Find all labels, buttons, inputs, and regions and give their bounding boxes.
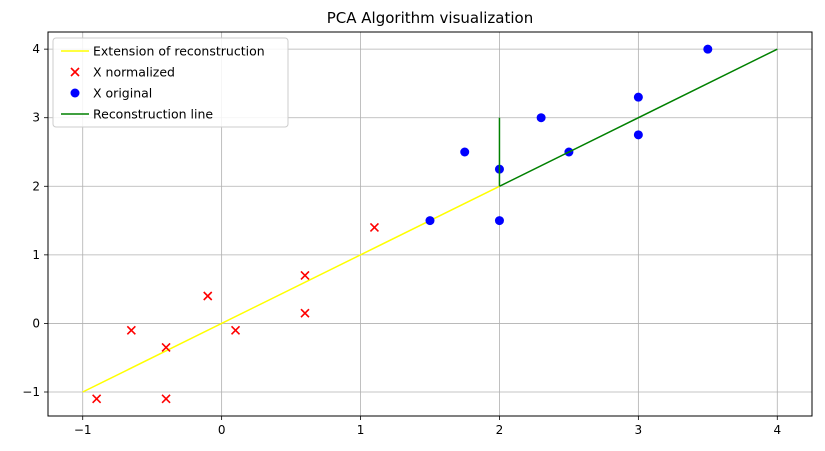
legend-item: Reconstruction line xyxy=(61,107,213,122)
original-point xyxy=(633,130,643,140)
normalized-point xyxy=(230,325,241,335)
x-tick-label: 4 xyxy=(773,423,781,437)
legend-dot-swatch xyxy=(70,88,80,98)
legend-label: X original xyxy=(93,86,152,101)
x-marker-stroke xyxy=(300,270,310,280)
original-point xyxy=(425,216,435,226)
legend-label: Reconstruction line xyxy=(93,107,213,122)
data-layer xyxy=(82,44,778,404)
normalized-point xyxy=(300,308,310,318)
legend-label: Extension of reconstruction xyxy=(93,44,265,59)
y-tick-label: 0 xyxy=(32,316,40,330)
legend-label: X normalized xyxy=(93,65,175,80)
normalized-point xyxy=(126,325,136,335)
legend-item: X original xyxy=(70,86,152,101)
original-point xyxy=(633,92,643,102)
y-tick-label: 2 xyxy=(32,179,40,193)
x-tick-label: 3 xyxy=(635,423,643,437)
chart-title: PCA Algorithm visualization xyxy=(327,9,533,27)
y-tick-label: 3 xyxy=(32,111,40,125)
x-marker-stroke xyxy=(126,325,136,335)
original-point xyxy=(703,44,713,54)
y-tick-label: 4 xyxy=(32,42,40,56)
original-point xyxy=(494,216,504,226)
plot-frame xyxy=(47,31,813,417)
x-tick-label: 2 xyxy=(496,423,504,437)
x-marker-stroke xyxy=(161,342,171,352)
legend-item: Extension of reconstruction xyxy=(61,44,265,59)
reconstruction-line-segment xyxy=(499,48,778,187)
normalized-point xyxy=(92,394,102,404)
normalized-point xyxy=(161,342,171,352)
x-tick-label: 0 xyxy=(218,423,226,437)
normalized-point xyxy=(369,222,380,232)
y-tick-label: −1 xyxy=(22,385,40,399)
normalized-point xyxy=(300,270,310,280)
x-marker-stroke xyxy=(230,325,241,335)
legend-x-swatch xyxy=(70,67,80,77)
legend: Extension of reconstruction X normalized X… xyxy=(52,37,289,128)
axis-layer: −1 0 1 2 3 4 −1 0 1 2 3 4 xyxy=(22,42,781,437)
x-tick-label: −1 xyxy=(74,423,92,437)
x-tick-label: 1 xyxy=(357,423,365,437)
legend-box xyxy=(52,37,289,128)
legend-item: X normalized xyxy=(70,65,175,80)
x-marker-stroke xyxy=(369,222,380,232)
y-tick-label: 1 xyxy=(32,248,40,262)
x-marker-stroke xyxy=(300,308,310,318)
x-marker-stroke xyxy=(203,291,213,301)
normalized-point xyxy=(161,394,171,404)
original-point xyxy=(460,147,470,157)
normalized-point xyxy=(203,291,213,301)
x-marker-stroke xyxy=(92,394,102,404)
extension-line xyxy=(82,185,500,393)
original-point xyxy=(536,113,546,123)
x-marker-stroke xyxy=(161,394,171,404)
